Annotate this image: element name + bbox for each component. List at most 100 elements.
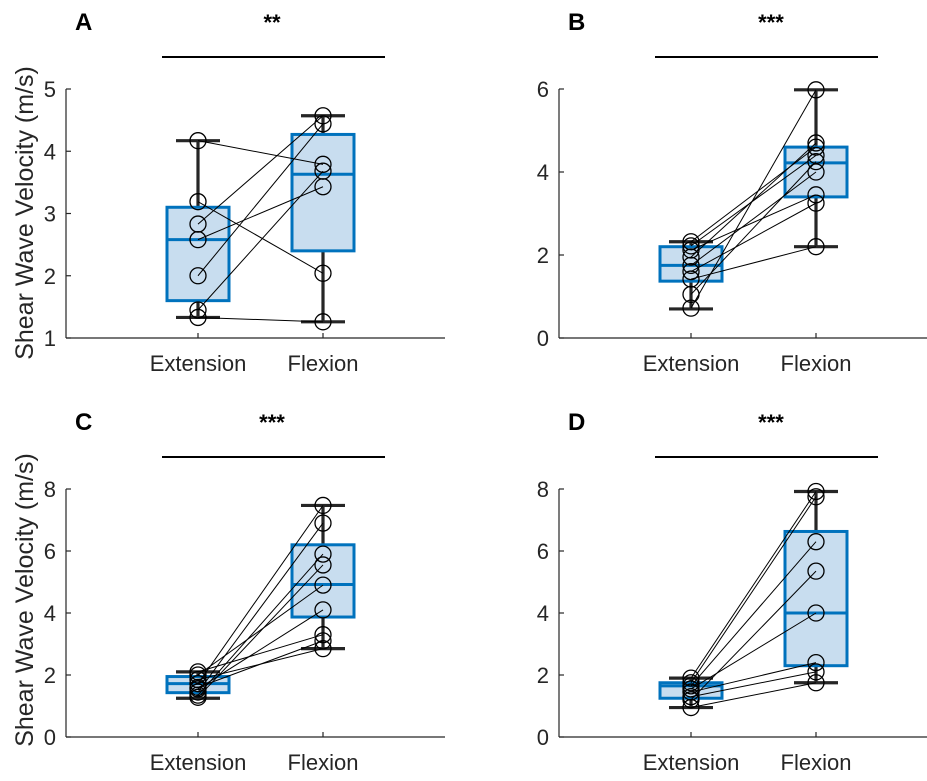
paired-line (197, 564, 324, 698)
data-point-flexion (807, 238, 825, 256)
data-point-extension (189, 267, 207, 285)
x-tick-label-extension: Extension (643, 351, 740, 376)
data-point-flexion (807, 653, 825, 672)
data-point-flexion (807, 488, 825, 506)
data-point-flexion (314, 545, 332, 563)
y-tick-label: 8 (44, 477, 56, 502)
data-point-flexion (807, 604, 825, 622)
y-tick-label: 8 (537, 477, 549, 502)
data-point-extension (682, 285, 700, 304)
data-point-flexion (807, 663, 825, 681)
paired-line (197, 634, 324, 673)
significance-stars: *** (259, 410, 285, 435)
y-tick-label: 6 (44, 539, 56, 564)
data-point-extension (189, 301, 207, 319)
data-point-extension (682, 669, 700, 687)
paired-line (197, 584, 324, 676)
x-tick-label-flexion: Flexion (781, 351, 852, 376)
paired-line (690, 541, 817, 687)
chart-panel-a: A ** 1 2 3 4 5 Extension Flexion Shear Wave Veloc… (11, 9, 445, 376)
data-point-flexion (314, 115, 332, 133)
data-point-flexion (807, 152, 825, 171)
box-flexion (290, 503, 356, 651)
data-point-flexion (314, 496, 332, 515)
y-tick-label: 5 (44, 77, 56, 102)
panel-letter: A (75, 9, 92, 36)
data-point-flexion (314, 162, 332, 180)
y-tick-label: 1 (44, 326, 56, 351)
paired-line (690, 171, 817, 266)
data-point-flexion (314, 313, 332, 331)
y-tick-label: 6 (537, 77, 549, 102)
data-point-extension (189, 132, 207, 150)
data-point-flexion (807, 186, 825, 204)
data-point-extension (189, 675, 207, 693)
box-flexion (290, 114, 356, 324)
box-body (783, 529, 849, 668)
box-body (290, 132, 356, 253)
paired-line (690, 682, 817, 709)
y-tick-label: 2 (44, 663, 56, 688)
chart-panel-d: D *** 0 2 4 6 8 Extension Flexion (537, 409, 927, 775)
paired-line (690, 142, 817, 258)
paired-line (197, 170, 324, 311)
y-tick-label: 0 (537, 725, 549, 750)
paired-line (197, 553, 324, 696)
y-axis-label: Shear Wave Velocity (m/s) (11, 453, 39, 747)
y-tick-label: 6 (537, 539, 549, 564)
data-point-flexion (314, 264, 332, 282)
paired-line (690, 612, 817, 690)
paired-line (690, 89, 817, 309)
x-tick-label-extension: Extension (150, 750, 247, 775)
box-flexion (783, 88, 849, 249)
box-body (165, 205, 231, 303)
data-point-flexion (314, 576, 332, 594)
paired-line (197, 522, 324, 693)
data-point-flexion (314, 155, 332, 173)
data-point-flexion (807, 674, 825, 692)
data-point-flexion (807, 533, 825, 551)
paired-line (197, 115, 324, 225)
y-tick-label: 3 (44, 202, 56, 227)
data-point-extension (682, 256, 700, 275)
data-point-flexion (807, 562, 825, 580)
data-point-extension (189, 230, 207, 249)
data-point-flexion (807, 138, 825, 156)
data-point-flexion (314, 640, 332, 658)
x-tick-label-flexion: Flexion (288, 750, 359, 775)
box-body (290, 543, 356, 619)
data-point-flexion (314, 107, 332, 125)
y-tick-label: 4 (537, 160, 549, 185)
box-extension (658, 240, 724, 311)
data-point-extension (682, 262, 700, 281)
data-point-extension (682, 691, 700, 709)
data-point-flexion (314, 601, 332, 619)
paired-line (197, 505, 324, 684)
data-point-extension (682, 237, 700, 255)
y-tick-label: 2 (537, 243, 549, 268)
y-tick-label: 4 (44, 139, 56, 164)
chart-panel-b: B *** 0 2 4 6 Extension Flexion (537, 9, 927, 376)
paired-line (197, 201, 324, 274)
data-point-extension (189, 666, 207, 684)
significance-stars: *** (758, 410, 784, 435)
paired-line (690, 671, 817, 698)
data-point-flexion (807, 194, 825, 212)
y-tick-label: 4 (44, 601, 56, 626)
data-point-flexion (314, 556, 332, 574)
paired-line (197, 316, 324, 323)
x-tick-label-extension: Extension (150, 351, 247, 376)
data-point-extension (682, 698, 700, 717)
y-tick-label: 2 (44, 264, 56, 289)
data-point-extension (189, 688, 207, 706)
paired-line (197, 140, 324, 165)
y-tick-label: 2 (537, 663, 549, 688)
data-point-flexion (314, 514, 332, 532)
paired-line (690, 496, 817, 684)
paired-line (197, 123, 324, 277)
box-extension (165, 139, 231, 320)
data-point-flexion (314, 632, 332, 650)
data-point-flexion (314, 626, 332, 644)
paired-line (197, 640, 324, 688)
data-point-extension (189, 678, 207, 697)
